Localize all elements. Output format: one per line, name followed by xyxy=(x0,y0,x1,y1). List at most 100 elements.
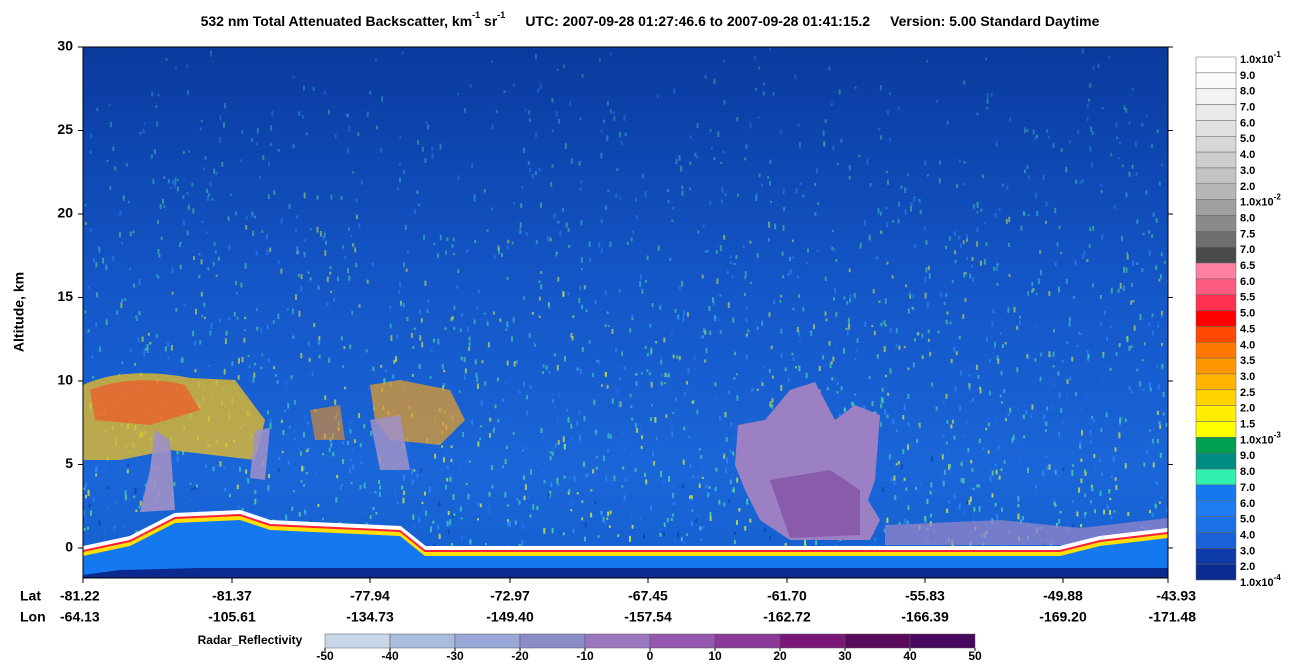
colorbar-label-text: 6.5 xyxy=(1240,260,1255,272)
speckle xyxy=(445,484,447,490)
speckle xyxy=(852,402,855,408)
speckle xyxy=(1040,269,1043,276)
speckle xyxy=(1040,352,1043,357)
speckle xyxy=(595,456,598,459)
speckle xyxy=(83,510,86,516)
speckle xyxy=(769,180,771,186)
speckle xyxy=(206,188,209,193)
speckle xyxy=(723,99,726,105)
y-tick-label: 30 xyxy=(57,38,73,54)
colorbar-swatch xyxy=(1195,484,1237,502)
speckle xyxy=(355,214,358,220)
speckle xyxy=(678,359,681,362)
speckle xyxy=(676,355,679,360)
speckle xyxy=(224,471,227,474)
speckle xyxy=(132,283,135,288)
speckle xyxy=(398,290,401,294)
speckle xyxy=(1143,342,1146,346)
colorbar-label-text: 4.5 xyxy=(1240,323,1255,335)
title-version: Version: 5.00 Standard Daytime xyxy=(890,13,1100,29)
speckle xyxy=(379,485,381,490)
speckle xyxy=(990,93,993,97)
speckle xyxy=(288,425,291,430)
speckle xyxy=(1048,464,1051,470)
speckle xyxy=(969,273,972,279)
speckle xyxy=(660,374,663,377)
speckle xyxy=(994,213,997,218)
speckle xyxy=(747,329,750,333)
speckle xyxy=(970,264,973,268)
speckle xyxy=(573,476,576,483)
speckle xyxy=(201,220,204,224)
speckle xyxy=(757,116,760,119)
speckle xyxy=(802,194,805,198)
speckle xyxy=(124,490,127,497)
speckle xyxy=(444,250,447,255)
speckle xyxy=(727,390,730,395)
speckle xyxy=(946,508,949,514)
speckle xyxy=(1156,439,1159,444)
speckle xyxy=(976,202,979,208)
speckle xyxy=(660,470,662,477)
speckle xyxy=(683,310,685,316)
speckle xyxy=(451,542,454,547)
speckle xyxy=(1037,278,1040,285)
speckle xyxy=(996,514,999,520)
speckle xyxy=(303,432,305,438)
speckle xyxy=(607,448,610,453)
speckle xyxy=(983,221,986,225)
speckle xyxy=(187,204,190,211)
speckle xyxy=(1084,396,1087,400)
speckle xyxy=(604,324,607,328)
speckle xyxy=(1071,356,1074,362)
speckle xyxy=(604,372,607,376)
speckle xyxy=(1099,459,1102,463)
speckle xyxy=(1058,510,1061,514)
speckle xyxy=(784,543,787,548)
speckle xyxy=(729,449,732,454)
speckle xyxy=(1048,351,1051,358)
speckle xyxy=(352,243,355,247)
speckle xyxy=(204,155,207,160)
speckles xyxy=(83,47,1168,578)
speckle xyxy=(649,324,652,328)
speckle xyxy=(103,532,106,536)
speckle xyxy=(643,534,645,539)
speckle xyxy=(305,472,308,475)
title-mid: sr xyxy=(480,13,498,29)
speckle xyxy=(1106,504,1109,510)
speckle xyxy=(210,323,213,330)
speckle xyxy=(1086,116,1089,121)
speckle xyxy=(330,290,333,293)
speckle xyxy=(381,96,384,102)
speckle xyxy=(549,451,552,454)
speckle xyxy=(269,418,272,424)
speckle xyxy=(768,47,771,51)
speckle xyxy=(254,498,257,505)
speckle xyxy=(1159,274,1162,279)
speckle xyxy=(194,486,196,490)
speckle xyxy=(988,422,990,427)
speckle xyxy=(742,244,745,248)
speckle xyxy=(192,208,195,214)
speckle xyxy=(372,507,375,511)
speckle xyxy=(1094,464,1097,471)
speckle xyxy=(1074,509,1077,515)
speckle xyxy=(1145,449,1148,455)
speckle xyxy=(945,245,947,250)
speckle xyxy=(562,532,565,536)
speckle xyxy=(255,251,258,256)
speckle xyxy=(600,511,603,515)
speckle xyxy=(1017,496,1020,502)
speckle xyxy=(308,357,311,362)
colorbar-swatch xyxy=(1195,310,1237,327)
speckle xyxy=(650,417,652,422)
speckle xyxy=(414,209,417,214)
speckle xyxy=(848,268,851,273)
speckle xyxy=(229,193,232,196)
speckle xyxy=(1155,265,1158,270)
speckle xyxy=(745,306,748,310)
speckle xyxy=(337,276,339,282)
speckle xyxy=(698,483,701,489)
speckle xyxy=(460,535,463,542)
